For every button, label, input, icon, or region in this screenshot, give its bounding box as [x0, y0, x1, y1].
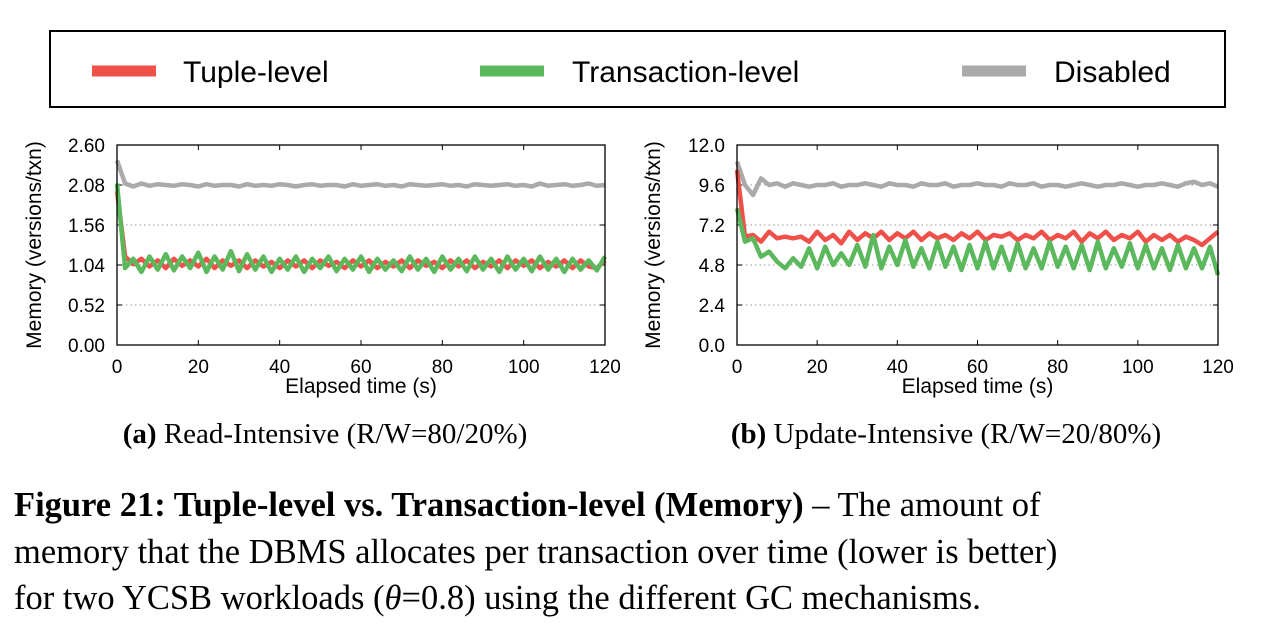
figure-caption-line-3: for two YCSB workloads (θ=0.8) using the…	[14, 581, 981, 616]
x-tick-label: 40	[269, 357, 290, 378]
y-axis-title: Memory (versions/txn)	[642, 141, 665, 349]
y-tick-label: 1.04	[68, 256, 105, 277]
subcaption-tag: (a)	[122, 418, 157, 450]
caption-text: – The amount of	[803, 486, 1041, 524]
x-axis-title: Elapsed time (s)	[902, 375, 1054, 398]
subcaption-text: Update-Intensive (R/W=20/80%)	[766, 418, 1162, 450]
x-tick-label: 20	[188, 357, 209, 378]
plot-frame	[736, 144, 1219, 346]
x-tick-label: 80	[1047, 357, 1068, 378]
x-tick-label: 100	[1122, 357, 1154, 378]
y-tick-label: 2.60	[68, 136, 105, 157]
series-line-transaction-level	[734, 207, 1221, 276]
y-tick-label: 2.08	[68, 176, 105, 197]
y-tick-label: 7.2	[699, 216, 725, 237]
x-tick-label: 80	[432, 357, 453, 378]
caption-title: Figure 21: Tuple-level vs. Transaction-l…	[14, 486, 804, 524]
subcaption-tag: (b)	[730, 418, 767, 450]
y-tick-label: 9.6	[699, 176, 725, 197]
subcaption-b: (b) Update-Intensive (R/W=20/80%)	[731, 418, 1161, 451]
x-tick-label: 120	[589, 357, 621, 378]
chart-a: 0.00 0.52 1.04 1.56 2.08 2.60 0 20 40 60 80 100 120 E…	[23, 136, 621, 398]
figure: Tuple-level Transaction-level Disabled0.00…	[23, 30, 1234, 398]
chart-b: 0.0 2.4 4.8 7.2 9.6 12.0 0 20 40 60 80 100 120 Elapse…	[642, 136, 1234, 398]
y-tick-label: 0.52	[68, 296, 105, 317]
y-tick-label: 12.0	[688, 136, 725, 157]
y-axis-title: Memory (versions/txn)	[23, 141, 46, 349]
y-tick-label: 0.00	[68, 336, 105, 357]
legend-label: Tuple-level	[183, 56, 329, 89]
x-tick-label: 120	[1202, 357, 1234, 378]
subcaption-a: (a) Read-Intensive (R/W=80/20%)	[123, 418, 528, 451]
theta-symbol: θ	[384, 579, 402, 617]
y-tick-label: 4.8	[699, 256, 725, 277]
figure-caption-line-1: Figure 21: Tuple-level vs. Transaction-l…	[14, 488, 1041, 523]
y-tick-label: 1.56	[68, 216, 105, 237]
series-line-tuple-level	[114, 190, 607, 271]
x-axis-title: Elapsed time (s)	[285, 375, 437, 398]
x-tick-label: 20	[807, 357, 828, 378]
legend-box	[49, 30, 1226, 108]
legend-label: Disabled	[1054, 56, 1171, 89]
y-tick-label: 0.0	[699, 336, 725, 357]
legend-label: Transaction-level	[572, 56, 799, 89]
series-line-disabled	[114, 159, 606, 189]
x-tick-label: 100	[508, 357, 540, 378]
series-line-disabled	[734, 160, 1219, 198]
x-tick-label: 60	[350, 357, 371, 378]
x-tick-label: 0	[112, 357, 123, 378]
figure-caption-line-2: memory that the DBMS allocates per trans…	[14, 533, 1058, 571]
x-tick-label: 60	[967, 357, 988, 378]
plot-frame	[116, 144, 606, 346]
subcaption-text: Read-Intensive (R/W=80/20%)	[156, 418, 528, 450]
x-tick-label: 40	[887, 357, 908, 378]
x-tick-label: 0	[732, 357, 743, 378]
caption-text: for two YCSB workloads (	[14, 579, 385, 617]
series-line-tuple-level	[734, 169, 1220, 248]
y-tick-label: 2.4	[699, 296, 726, 317]
series-line-transaction-level	[114, 183, 607, 275]
caption-text: =0.8) using the different GC mechanisms.	[401, 579, 981, 617]
